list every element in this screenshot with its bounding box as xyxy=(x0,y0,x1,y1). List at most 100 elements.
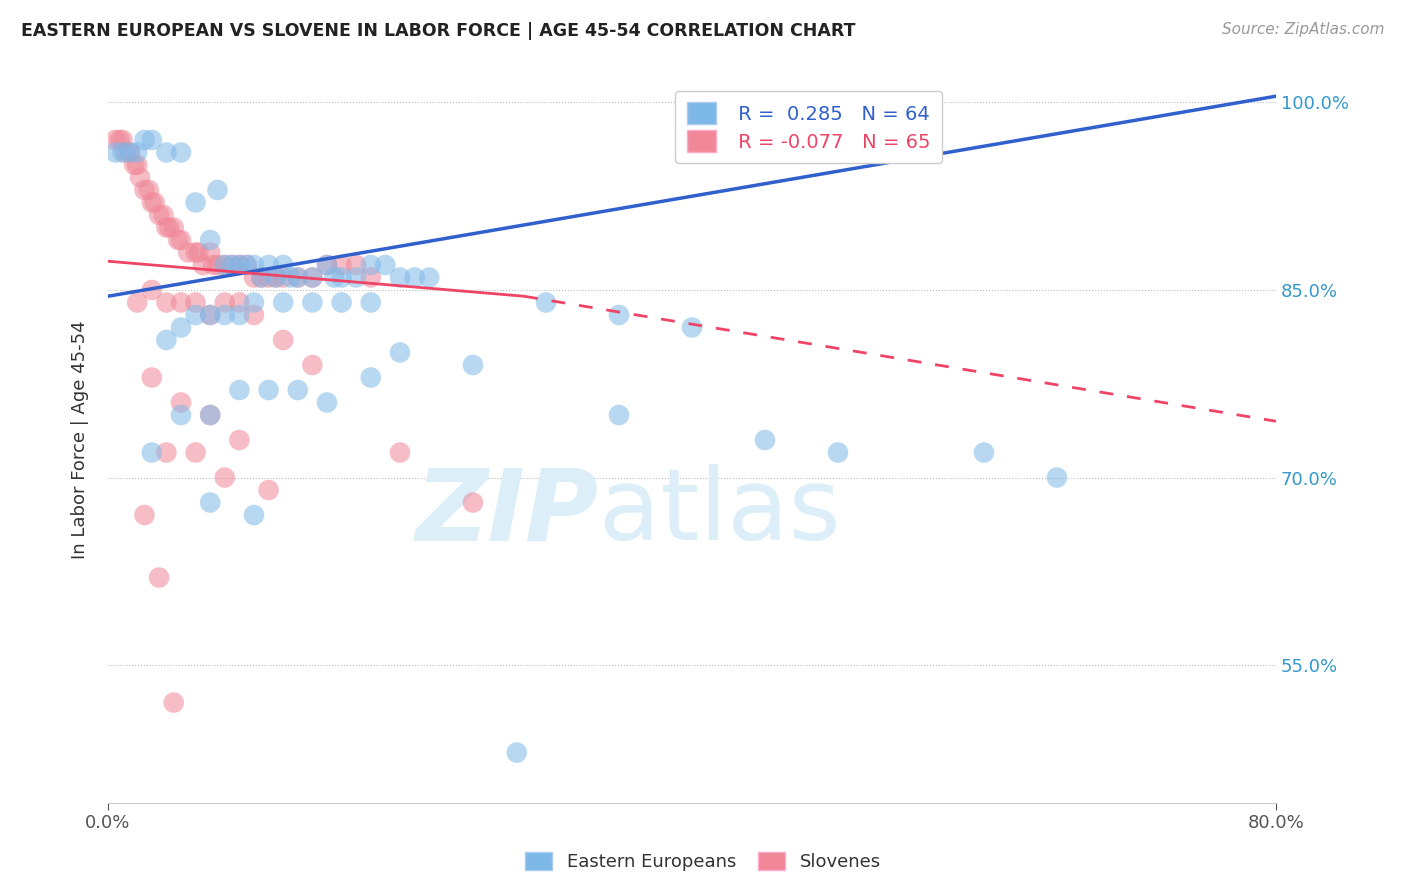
Point xyxy=(184,295,207,310)
Point xyxy=(202,258,225,272)
Point xyxy=(143,195,166,210)
Point xyxy=(170,233,193,247)
Legend:  R =  0.285   N = 64,  R = -0.077   N = 65: R = 0.285 N = 64, R = -0.077 N = 65 xyxy=(675,91,942,163)
Point xyxy=(118,145,141,160)
Point xyxy=(155,220,177,235)
Point xyxy=(221,258,243,272)
Point xyxy=(141,133,163,147)
Point xyxy=(404,270,426,285)
Point xyxy=(228,258,250,272)
Point xyxy=(301,270,323,285)
Point xyxy=(184,445,207,459)
Point xyxy=(228,383,250,397)
Point xyxy=(228,258,250,272)
Point xyxy=(108,133,131,147)
Point xyxy=(607,408,630,422)
Point xyxy=(316,395,339,409)
Point xyxy=(214,258,236,272)
Point xyxy=(157,220,180,235)
Point xyxy=(184,308,207,322)
Point xyxy=(138,183,160,197)
Point xyxy=(681,320,703,334)
Point xyxy=(127,145,149,160)
Point xyxy=(235,258,257,272)
Point xyxy=(170,408,193,422)
Point xyxy=(134,508,156,522)
Point xyxy=(250,270,273,285)
Point xyxy=(198,408,221,422)
Point xyxy=(148,208,170,222)
Legend: Eastern Europeans, Slovenes: Eastern Europeans, Slovenes xyxy=(519,845,887,879)
Point xyxy=(330,258,353,272)
Point xyxy=(214,470,236,484)
Point xyxy=(141,370,163,384)
Point xyxy=(271,258,294,272)
Text: EASTERN EUROPEAN VS SLOVENE IN LABOR FORCE | AGE 45-54 CORRELATION CHART: EASTERN EUROPEAN VS SLOVENE IN LABOR FOR… xyxy=(21,22,856,40)
Point xyxy=(264,270,287,285)
Point xyxy=(271,333,294,347)
Point xyxy=(187,245,209,260)
Point xyxy=(170,145,193,160)
Y-axis label: In Labor Force | Age 45-54: In Labor Force | Age 45-54 xyxy=(72,321,89,559)
Point xyxy=(287,383,309,397)
Point xyxy=(155,295,177,310)
Point xyxy=(118,145,141,160)
Point xyxy=(271,295,294,310)
Point xyxy=(198,245,221,260)
Point xyxy=(141,445,163,459)
Point xyxy=(170,320,193,334)
Point xyxy=(973,445,995,459)
Point xyxy=(301,358,323,372)
Point xyxy=(155,333,177,347)
Point xyxy=(280,270,302,285)
Point xyxy=(207,258,229,272)
Point xyxy=(104,133,127,147)
Point xyxy=(184,245,207,260)
Point xyxy=(243,308,266,322)
Point xyxy=(287,270,309,285)
Point xyxy=(214,308,236,322)
Point xyxy=(207,183,229,197)
Point xyxy=(607,308,630,322)
Point xyxy=(344,258,367,272)
Point xyxy=(170,295,193,310)
Point xyxy=(250,270,273,285)
Point xyxy=(243,270,266,285)
Point xyxy=(360,295,382,310)
Point xyxy=(127,158,149,172)
Point xyxy=(148,570,170,584)
Point xyxy=(235,258,257,272)
Point xyxy=(461,358,484,372)
Point xyxy=(534,295,557,310)
Point xyxy=(214,258,236,272)
Point xyxy=(127,295,149,310)
Point xyxy=(141,195,163,210)
Point xyxy=(167,233,190,247)
Point xyxy=(257,258,280,272)
Point xyxy=(257,483,280,497)
Point xyxy=(114,145,136,160)
Point xyxy=(271,270,294,285)
Point xyxy=(134,183,156,197)
Point xyxy=(129,170,152,185)
Point xyxy=(198,408,221,422)
Point xyxy=(122,158,145,172)
Text: atlas: atlas xyxy=(599,464,841,561)
Point xyxy=(177,245,200,260)
Point xyxy=(257,270,280,285)
Point xyxy=(214,295,236,310)
Point xyxy=(418,270,440,285)
Point xyxy=(184,195,207,210)
Point xyxy=(344,270,367,285)
Point xyxy=(228,295,250,310)
Point xyxy=(754,433,776,447)
Point xyxy=(152,208,174,222)
Point xyxy=(323,270,346,285)
Point xyxy=(111,145,134,160)
Point xyxy=(155,145,177,160)
Point xyxy=(827,445,849,459)
Point xyxy=(221,258,243,272)
Point xyxy=(104,145,127,160)
Point xyxy=(301,270,323,285)
Point xyxy=(287,270,309,285)
